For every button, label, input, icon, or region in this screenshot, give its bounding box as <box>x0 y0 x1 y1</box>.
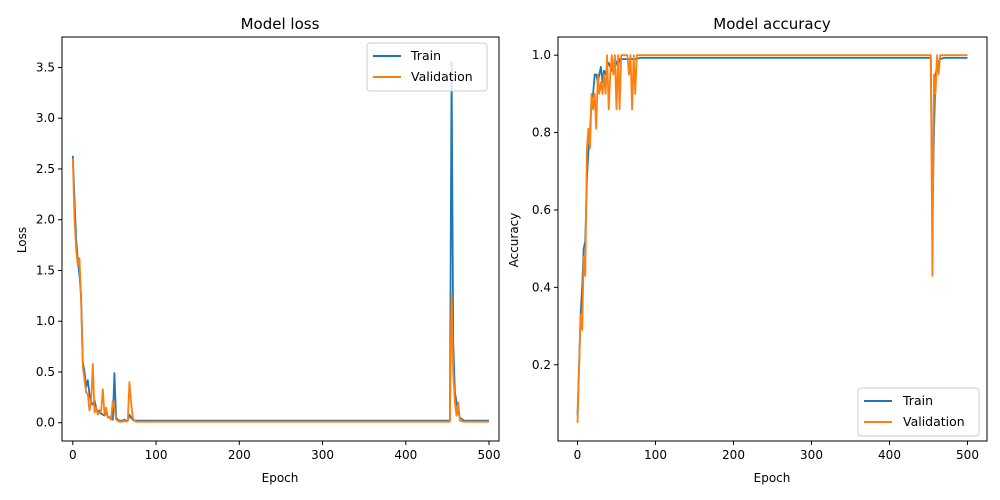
loss-ytick-label: 2.0 <box>36 213 55 227</box>
loss-title: Model loss <box>241 15 320 33</box>
loss-xlabel: Epoch <box>262 471 299 485</box>
loss-xtick-label: 100 <box>145 448 168 462</box>
loss-ytick-label: 0.0 <box>36 416 55 430</box>
loss-chart: 0 100 200 300 400 500 0.0 0.5 1.0 1.5 2.0 2.5 3.0 3.5… <box>15 15 500 485</box>
loss-ytick-label: 1.0 <box>36 314 55 328</box>
loss-xtick-label: 300 <box>311 448 334 462</box>
loss-legend-validation-label: Validation <box>411 69 473 84</box>
loss-ytick-label: 0.5 <box>36 365 55 379</box>
loss-xtick-label: 500 <box>478 448 501 462</box>
accuracy-ytick-label: 0.8 <box>532 126 551 140</box>
loss-legend: Train Validation <box>366 42 488 92</box>
accuracy-xtick-label: 300 <box>800 448 823 462</box>
accuracy-ytick-label: 0.4 <box>532 280 551 294</box>
accuracy-xtick-label: 200 <box>722 448 745 462</box>
accuracy-xlabel: Epoch <box>754 471 791 485</box>
accuracy-chart: 0 100 200 300 400 500 0.2 0.4 0.6 0.8 1.0 Model ac… <box>507 15 988 485</box>
loss-ylabel: Loss <box>15 227 29 253</box>
accuracy-plot-area <box>557 36 988 442</box>
accuracy-series-validation <box>576 54 968 423</box>
accuracy-xtick-label: 400 <box>878 448 901 462</box>
loss-legend-train-label: Train <box>410 48 441 63</box>
accuracy-ylabel: Accuracy <box>507 213 521 268</box>
loss-xtick-label: 0 <box>69 448 77 462</box>
loss-series-train <box>71 61 489 422</box>
loss-plot-area <box>61 36 500 442</box>
accuracy-xtick-label: 100 <box>644 448 667 462</box>
accuracy-legend-train-label: Train <box>902 393 933 408</box>
accuracy-ytick-label: 0.6 <box>532 203 551 217</box>
accuracy-xtick-label: 0 <box>574 448 582 462</box>
accuracy-ytick-label: 1.0 <box>532 48 551 62</box>
loss-ytick-label: 3.5 <box>36 60 55 74</box>
loss-xtick-label: 200 <box>228 448 251 462</box>
accuracy-legend: Train Validation <box>857 387 980 437</box>
accuracy-ytick-label: 0.2 <box>532 358 551 372</box>
loss-xtick-label: 400 <box>394 448 417 462</box>
loss-ytick-label: 1.5 <box>36 263 55 277</box>
loss-ytick-label: 2.5 <box>36 162 55 176</box>
loss-ytick-label: 3.0 <box>36 111 55 125</box>
accuracy-title: Model accuracy <box>713 15 831 33</box>
accuracy-legend-validation-label: Validation <box>903 414 965 429</box>
loss-series-validation <box>71 158 489 423</box>
accuracy-xtick-label: 500 <box>956 448 979 462</box>
